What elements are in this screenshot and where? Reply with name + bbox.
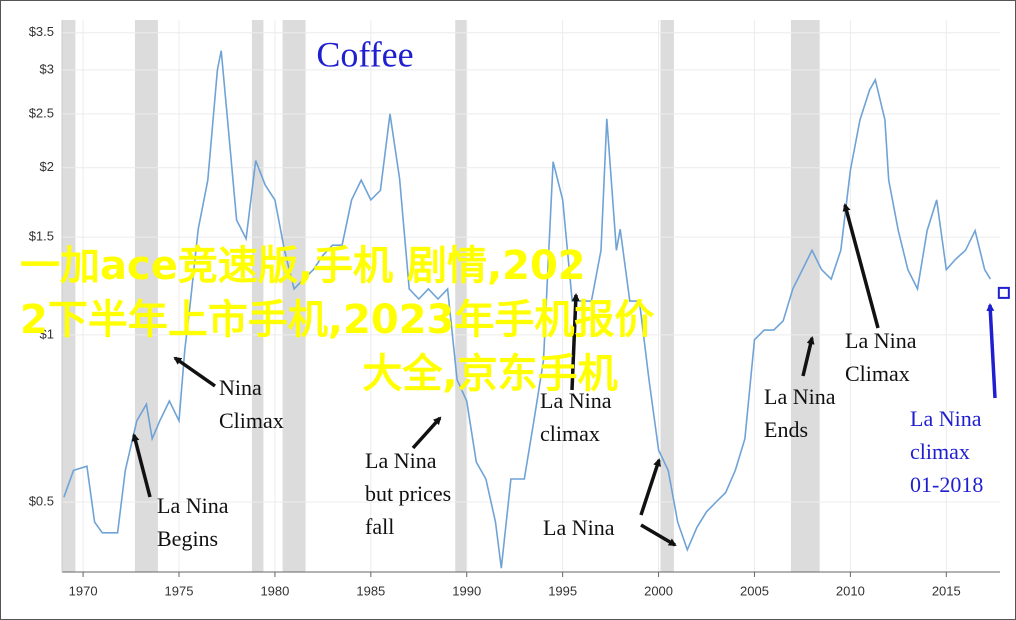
y-tick-label: $1.5 (29, 229, 54, 244)
shaded-band (455, 20, 467, 572)
annotation-text: Nina (219, 375, 262, 400)
overlay-text: 一加ace竞速版,手机 剧情,202 (20, 243, 586, 289)
annotation-text: Climax (845, 361, 910, 386)
annotation-arrow (640, 523, 677, 547)
y-tick-label: $3.5 (29, 24, 54, 39)
annotation-text: La Nina (540, 388, 612, 413)
annotation-arrow (801, 336, 815, 377)
x-tick-label: 1995 (548, 583, 577, 598)
y-tick-label: $1 (40, 326, 54, 341)
x-tick-label: 1980 (260, 583, 289, 598)
x-tick-label: 2005 (740, 583, 769, 598)
annotation-text: Ends (764, 417, 808, 442)
shaded-band (790, 20, 820, 572)
y-tick-label: $3 (40, 61, 54, 76)
annotation-text: Climax (219, 408, 284, 433)
annotation-arrow (173, 356, 217, 388)
annotation-arrow (411, 416, 442, 450)
overlay-text: 2下半年上市手机,2023年手机报价 (20, 297, 654, 343)
shaded-band (660, 20, 674, 572)
annotation-text: Begins (157, 526, 218, 551)
x-tick-label: 2010 (836, 583, 865, 598)
x-tick-label: 1990 (452, 583, 481, 598)
annotation-text: La Nina (845, 328, 917, 353)
annotation-arrow (639, 458, 661, 516)
shaded-band (251, 20, 264, 572)
x-tick-label: 2015 (932, 583, 961, 598)
marker (997, 286, 1010, 299)
x-tick-label: 2000 (644, 583, 673, 598)
annotation-text: fall (365, 514, 394, 539)
overlay-text: 大全,京东手机 (362, 351, 617, 397)
shaded-band (282, 20, 306, 572)
plot-background (62, 20, 1000, 572)
y-tick-label: $2 (40, 159, 54, 174)
x-tick-label: 1970 (69, 583, 98, 598)
x-tick-label: 1985 (356, 583, 385, 598)
annotation-text: climax (910, 439, 970, 464)
price-line (63, 50, 992, 569)
annotation-text: La Nina (910, 406, 982, 431)
annotation-arrow (131, 433, 152, 498)
annotation-text: La Nina (764, 384, 836, 409)
annotation-text: La Nina (543, 515, 615, 540)
annotation-text: climax (540, 421, 600, 446)
y-tick-label: $2.5 (29, 105, 54, 120)
x-tick-label: 1975 (165, 583, 194, 598)
y-tick-label: $0.5 (29, 493, 54, 508)
annotation-arrow (570, 293, 580, 391)
annotation-text: 01-2018 (910, 472, 983, 497)
annotation-arrow (986, 303, 997, 399)
chart-title: Coffee (316, 34, 413, 74)
annotation-text: La Nina (157, 493, 229, 518)
annotation-arrow (842, 203, 880, 329)
annotation-text: La Nina (365, 448, 437, 473)
annotation-text: but prices (365, 481, 451, 506)
plot-area (62, 20, 1000, 572)
shaded-band (62, 20, 76, 572)
